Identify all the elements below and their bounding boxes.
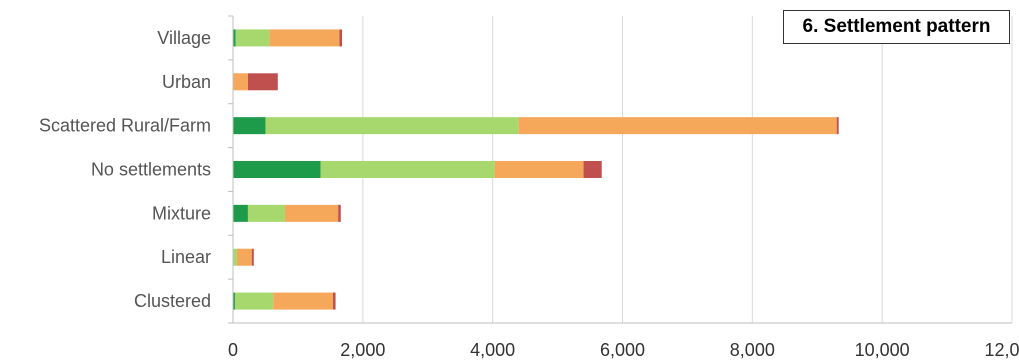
chart-title: 6. Settlement pattern	[802, 16, 991, 37]
bars	[233, 29, 839, 310]
x-tick-label: 4,000	[470, 340, 515, 360]
bar-segment	[583, 161, 602, 178]
category-label: Urban	[162, 72, 211, 92]
chart-title-box: 6. Settlement pattern	[783, 10, 1010, 44]
bar-segment	[247, 204, 285, 222]
bar-segment	[233, 73, 248, 91]
x-tick-labels: 0 2,000 4,000 6,000 8,000 10,000 12,000	[228, 340, 1019, 360]
bar-segment	[233, 161, 321, 178]
bar-segment	[332, 292, 336, 310]
bar-segment	[247, 73, 278, 91]
bar-segment	[518, 117, 837, 135]
bar-segment	[251, 248, 254, 266]
category-label: Clustered	[134, 291, 211, 311]
bar-segment	[836, 117, 839, 135]
bar-segment	[233, 117, 266, 135]
bar-segment	[339, 29, 343, 47]
bar-segment	[494, 161, 584, 178]
bar-segment	[273, 292, 333, 310]
x-tick-label: 8,000	[730, 340, 775, 360]
axes	[228, 15, 1012, 324]
x-tick-label: 2,000	[340, 340, 385, 360]
bar-segment	[235, 29, 270, 47]
x-tick-label: 6,000	[600, 340, 645, 360]
bar-segment	[265, 117, 519, 135]
bar-segment	[338, 204, 341, 222]
bar-segment	[234, 292, 274, 310]
bar-segment	[284, 204, 339, 222]
bar-segment	[233, 29, 236, 47]
bar-segment	[233, 248, 237, 266]
x-tick-label: 12,000	[984, 340, 1019, 360]
bar-segment	[236, 248, 252, 266]
category-label: Scattered Rural/Farm	[39, 116, 211, 136]
bar-segment	[320, 161, 495, 178]
gridlines	[362, 16, 1013, 323]
x-tick-label: 10,000	[855, 340, 910, 360]
category-label: Linear	[161, 247, 211, 267]
category-labels: Village Urban Scattered Rural/Farm No settl…	[39, 28, 211, 311]
bar-segment	[269, 29, 340, 47]
x-tick-label: 0	[228, 340, 238, 360]
category-label: Village	[157, 28, 211, 48]
bar-segment	[233, 292, 235, 310]
category-label: No settlements	[91, 160, 211, 180]
bar-segment	[233, 204, 248, 222]
category-label: Mixture	[152, 203, 211, 223]
